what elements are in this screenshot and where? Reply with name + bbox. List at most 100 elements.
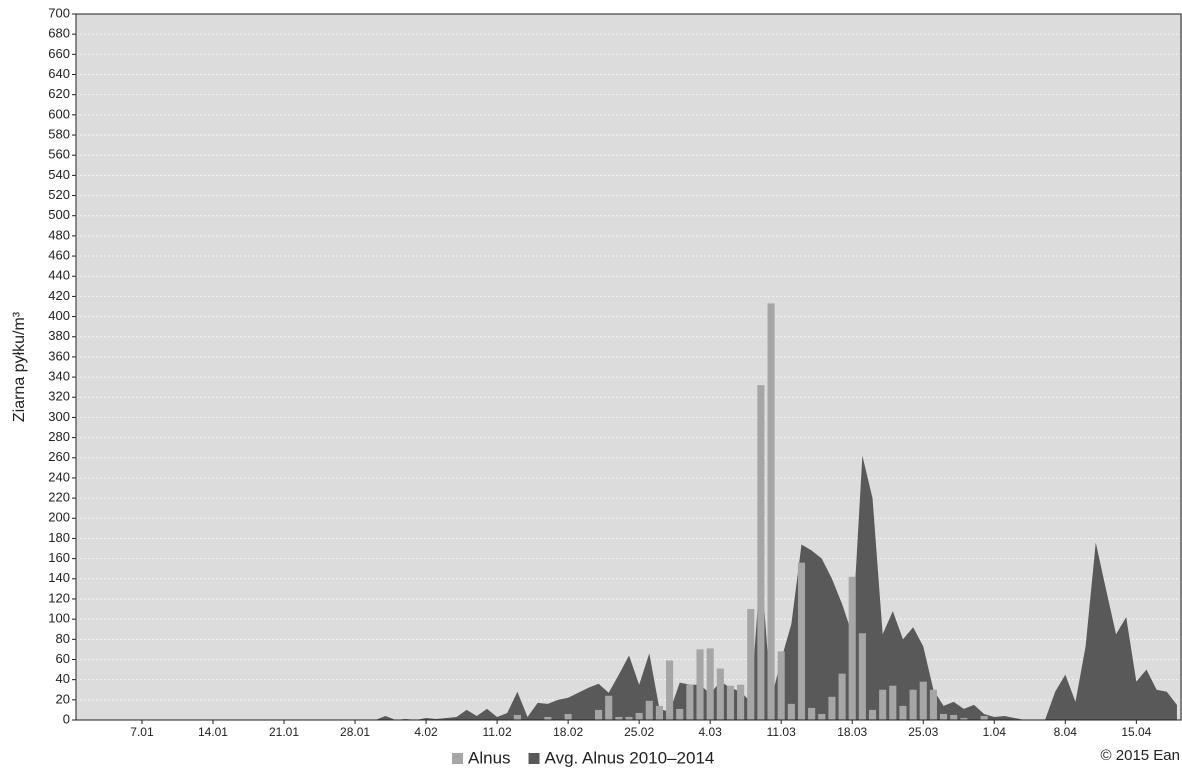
y-tick-label: 280	[48, 429, 70, 444]
y-tick-label: 520	[48, 187, 70, 202]
x-tick-label: 28.01	[340, 725, 370, 739]
y-tick-label: 700	[48, 5, 70, 20]
bar	[676, 708, 684, 720]
y-tick-label: 220	[48, 490, 70, 505]
bar	[737, 684, 745, 720]
bar	[909, 689, 917, 720]
legend-swatch	[452, 753, 463, 764]
y-tick-label: 600	[48, 106, 70, 121]
y-tick-label: 580	[48, 126, 70, 141]
y-tick-label: 540	[48, 167, 70, 182]
y-tick-label: 0	[63, 711, 70, 726]
x-tick-label: 18.03	[837, 725, 867, 739]
y-tick-label: 240	[48, 469, 70, 484]
bar	[544, 716, 552, 720]
bar	[615, 716, 623, 720]
y-tick-label: 380	[48, 328, 70, 343]
y-tick-label: 500	[48, 207, 70, 222]
bar	[818, 713, 826, 720]
y-tick-label: 680	[48, 26, 70, 41]
x-tick-label: 18.02	[553, 725, 583, 739]
bar	[645, 700, 653, 720]
y-axis-label: Ziarna pyłku/m³	[11, 311, 28, 422]
bar	[777, 651, 785, 720]
x-tick-label: 11.03	[767, 725, 796, 739]
bar	[696, 649, 704, 720]
bar	[858, 633, 866, 720]
bar	[848, 576, 856, 720]
x-tick-label: 7.01	[130, 725, 154, 739]
x-tick-label: 14.01	[198, 725, 228, 739]
y-tick-label: 300	[48, 409, 70, 424]
x-tick-label: 25.02	[624, 725, 654, 739]
legend-swatch	[528, 753, 540, 764]
bar	[595, 709, 603, 720]
y-tick-label: 620	[48, 86, 70, 101]
bar	[960, 717, 968, 720]
y-tick-label: 20	[56, 691, 70, 706]
bar	[767, 303, 775, 720]
y-tick-label: 400	[48, 308, 70, 323]
legend-label: Alnus	[468, 748, 511, 767]
bar	[625, 716, 633, 720]
bar	[635, 712, 643, 720]
bar	[716, 668, 724, 720]
bar	[828, 696, 836, 720]
bar	[726, 685, 735, 720]
bar	[706, 648, 714, 720]
y-tick-label: 160	[48, 550, 70, 565]
y-tick-label: 340	[48, 369, 70, 384]
y-tick-label: 460	[48, 247, 70, 262]
bar	[655, 705, 663, 720]
bar	[787, 703, 795, 720]
x-tick-label: 11.02	[483, 725, 512, 739]
plot-frame	[75, 13, 1182, 721]
credit: © 2015 Ean	[1101, 747, 1180, 764]
x-tick-label: 8.04	[1054, 725, 1078, 739]
y-tick-label: 480	[48, 227, 70, 242]
y-tick-label: 360	[48, 348, 70, 363]
y-tick-label: 440	[48, 268, 70, 283]
bar	[899, 705, 907, 720]
x-tick-label: 4.03	[698, 725, 722, 739]
bar	[797, 562, 806, 720]
bar	[939, 713, 948, 720]
bar	[564, 713, 572, 720]
bar	[838, 673, 846, 720]
y-tick-label: 260	[48, 449, 70, 464]
y-tick-label: 140	[48, 570, 70, 585]
y-tick-label: 100	[48, 611, 70, 626]
y-tick-label: 180	[48, 530, 70, 545]
bar	[929, 689, 937, 720]
bar	[980, 715, 988, 720]
bar	[513, 714, 521, 720]
legend-label: Avg. Alnus 2010–2014	[545, 748, 715, 767]
y-tick-label: 320	[48, 389, 70, 404]
bar	[605, 695, 613, 720]
bar	[879, 689, 887, 720]
x-tick-label: 25.03	[908, 725, 938, 739]
bar	[808, 707, 816, 720]
y-tick-label: 420	[48, 288, 70, 303]
y-tick-label: 560	[48, 147, 70, 162]
plot-background	[76, 14, 1182, 720]
bar	[919, 681, 927, 720]
bar	[686, 684, 694, 720]
bar	[757, 385, 765, 720]
y-tick-label: 640	[48, 66, 70, 81]
y-tick-label: 40	[56, 671, 70, 686]
x-tick-label: 21.01	[269, 725, 299, 739]
bar	[747, 609, 755, 720]
y-tick-label: 120	[48, 590, 70, 605]
y-tick-label: 200	[48, 510, 70, 525]
y-tick-label: 60	[56, 651, 70, 666]
x-tick-label: 4.02	[414, 725, 438, 739]
bar	[868, 709, 877, 720]
bar	[666, 660, 674, 720]
y-tick-label: 660	[48, 46, 70, 61]
area	[81, 455, 1177, 720]
x-tick-label: 1.04	[983, 725, 1007, 739]
bar	[950, 714, 958, 720]
x-tick-label: 15.04	[1121, 725, 1151, 739]
